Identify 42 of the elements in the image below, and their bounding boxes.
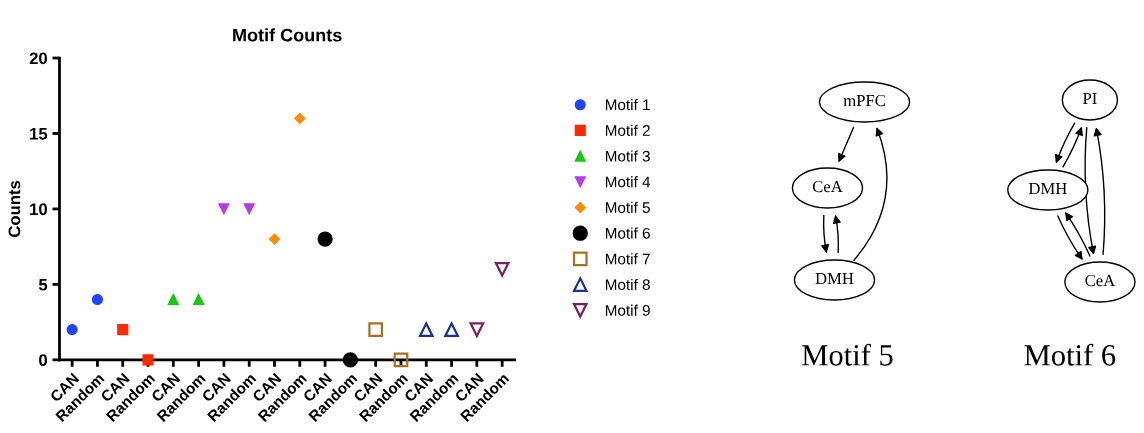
legend-label: Motif 1 [605,99,650,111]
legend-label: Motif 8 [605,278,650,291]
point [91,293,103,306]
point [418,322,434,337]
y-tick-label: 20 [29,52,47,65]
point [294,112,306,124]
legend-label: Motif 9 [605,304,650,316]
legend-label: Motif 7 [605,253,650,265]
text: CeA [812,180,843,193]
point [494,261,510,277]
legend-label: Motif 3 [605,150,650,162]
text: DMH [1028,183,1067,195]
point [444,322,459,337]
text: mPFC [843,94,885,107]
point [342,352,359,368]
legend-label: Motif 4 [605,176,651,188]
y-tick-label: 5 [38,278,48,291]
legend-label: Motif 5 [605,201,650,214]
point [469,322,485,337]
point [193,293,205,306]
text: DMH [815,273,854,285]
y-tick-label: 10 [30,203,47,216]
y-axis-title: Counts [8,180,21,237]
text: PI [1082,93,1097,105]
text: Motif 5 [802,343,893,366]
text: CeA [1085,274,1116,287]
point [66,324,78,336]
point [117,324,129,336]
point [368,322,384,337]
chart-title: Motif Counts [233,28,342,42]
point [317,231,333,247]
legend-label: Motif 6 [605,227,650,239]
y-tick-label: 0 [39,354,47,367]
y-tick-label: 15 [30,128,48,140]
point [393,352,409,368]
point [142,354,154,366]
point [268,233,281,245]
point [167,293,179,306]
text: Motif 6 [1024,343,1116,366]
legend-label: Motif 2 [605,124,650,136]
point [218,203,230,215]
point [243,203,255,215]
